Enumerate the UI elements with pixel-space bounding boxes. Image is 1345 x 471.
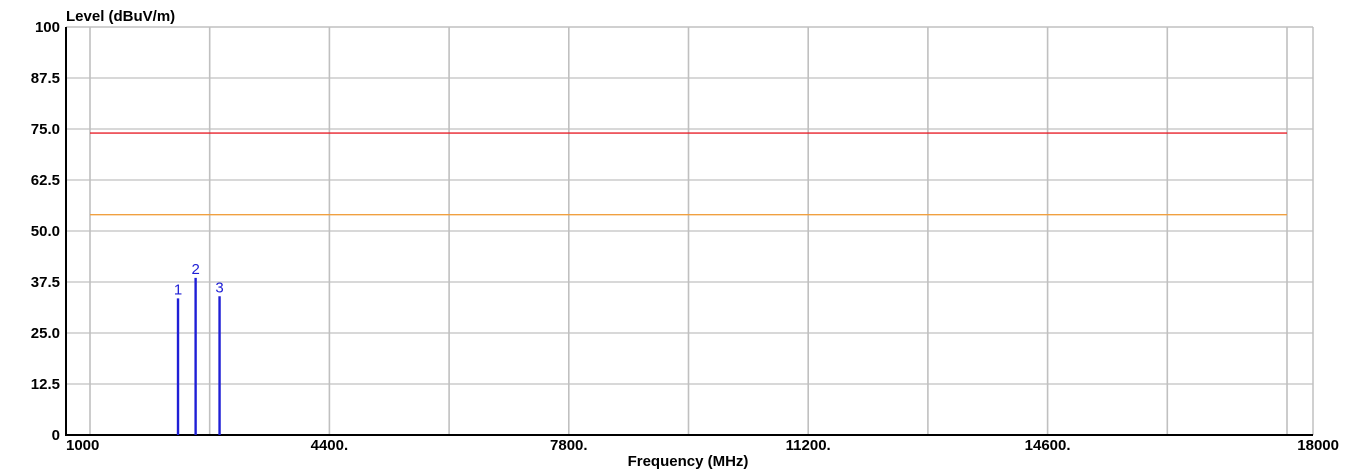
y-tick-label: 25.0 [31, 325, 60, 342]
y-tick-label: 62.5 [31, 172, 60, 189]
marker-2-label: 2 [191, 261, 199, 278]
y-tick-label: 87.5 [31, 70, 60, 87]
y-tick-label: 12.5 [31, 376, 60, 393]
plot-frame [65, 26, 1314, 436]
x-tick-label: 18000 [1297, 437, 1339, 454]
x-tick-label: 14600. [1025, 437, 1071, 454]
y-tick-label: 75.0 [31, 121, 60, 138]
y-tick-label: 0 [52, 427, 60, 444]
x-tick-label: 4400. [311, 437, 349, 454]
limit-lines [90, 132, 1287, 216]
x-axis-title: Frequency (MHz) [628, 453, 749, 470]
grid-layer [66, 27, 1313, 435]
marker-layer: 123 [174, 261, 224, 435]
x-tick-label: 7800. [550, 437, 588, 454]
y-tick-labels: 0 12.5 25.0 37.5 50.0 62.5 75.0 87.5 100 [31, 19, 60, 444]
marker-1-label: 1 [174, 281, 182, 298]
y-axis-title: Level (dBuV/m) [66, 8, 175, 25]
marker-3-label: 3 [215, 279, 223, 296]
x-tick-labels: 1000 4400. 7800. 11200. 14600. 18000 [66, 437, 1339, 454]
x-tick-label: 1000 [66, 437, 99, 454]
y-tick-label: 100 [35, 19, 60, 36]
y-tick-label: 50.0 [31, 223, 60, 240]
y-tick-label: 37.5 [31, 274, 60, 291]
x-tick-label: 11200. [786, 437, 831, 454]
